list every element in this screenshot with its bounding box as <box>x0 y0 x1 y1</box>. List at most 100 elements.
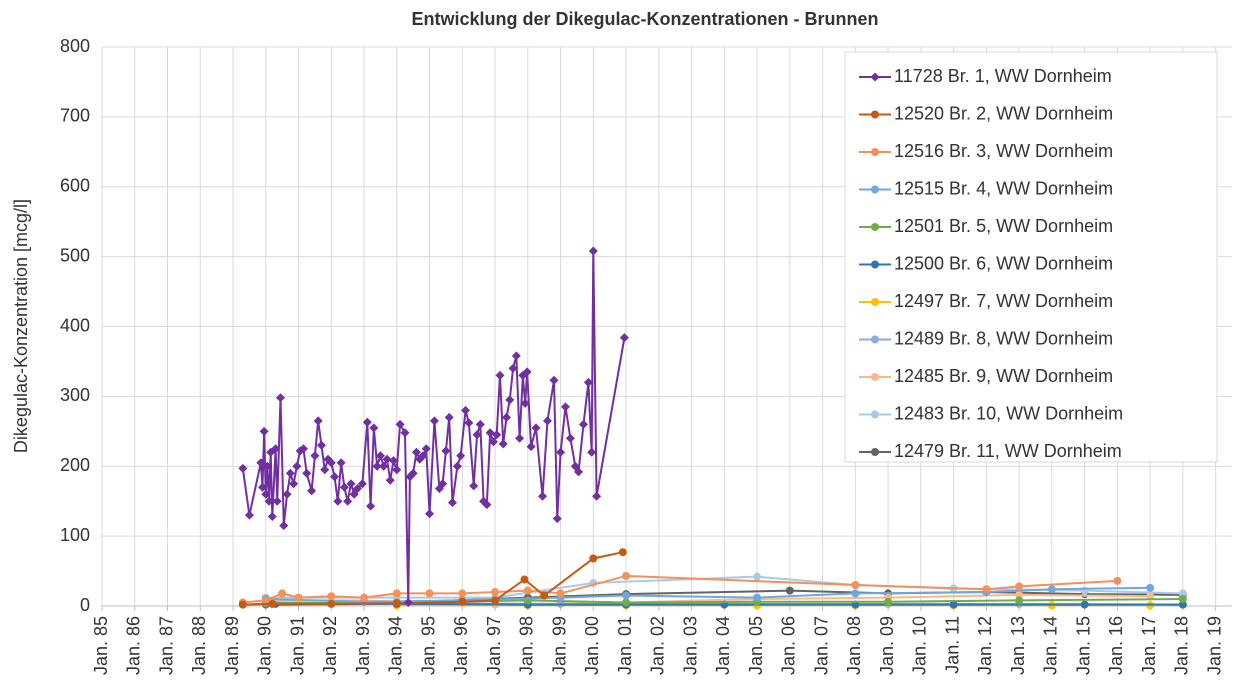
series <box>238 571 1122 607</box>
data-point <box>589 554 598 563</box>
data-point <box>1178 595 1187 604</box>
data-point <box>447 498 457 508</box>
data-point <box>492 430 502 440</box>
x-tick-label: Jan. 03 <box>680 616 700 675</box>
data-point <box>520 398 530 408</box>
data-point <box>458 589 467 598</box>
data-point <box>362 417 372 427</box>
x-tick-label: Jan. 10 <box>910 616 930 675</box>
legend-label: 12515 Br. 4, WW Dornheim <box>894 178 1113 198</box>
x-tick-label: Jan. 96 <box>451 616 471 675</box>
data-point <box>1015 596 1024 605</box>
x-tick-label: Jan. 11 <box>942 616 962 674</box>
legend-marker <box>871 185 879 194</box>
x-tick-label: Jan. 88 <box>189 616 209 675</box>
data-point <box>292 461 302 471</box>
data-point <box>271 444 281 454</box>
data-point <box>464 418 474 428</box>
legend-marker <box>870 72 880 82</box>
legend-marker <box>871 260 879 269</box>
legend-label: 12500 Br. 6, WW Dornheim <box>894 253 1113 273</box>
series-line <box>242 551 623 606</box>
data-point <box>469 481 479 491</box>
data-point <box>438 479 448 489</box>
x-tick-label: Jan. 92 <box>320 616 340 675</box>
data-point <box>259 426 269 436</box>
data-point <box>851 581 860 590</box>
data-point <box>316 440 326 450</box>
data-point <box>339 482 349 492</box>
data-point <box>389 456 399 466</box>
data-point <box>482 500 492 510</box>
x-tick-label: Jan. 08 <box>844 616 864 675</box>
data-point <box>346 479 356 489</box>
data-point <box>522 367 532 377</box>
x-tick-label: Jan. 09 <box>877 616 897 675</box>
data-point <box>458 597 467 606</box>
data-point <box>511 351 521 361</box>
data-point <box>262 461 272 471</box>
data-point <box>382 454 392 464</box>
data-point <box>408 468 418 478</box>
data-point <box>289 479 299 489</box>
data-point <box>244 510 254 520</box>
data-point <box>418 451 428 461</box>
data-point <box>1113 576 1122 585</box>
data-point <box>279 521 289 531</box>
data-point <box>425 509 435 519</box>
x-tick-label: Jan. 85 <box>91 616 111 675</box>
legend-label: 11728 Br. 1, WW Dornheim <box>894 66 1112 86</box>
data-point <box>574 467 584 477</box>
data-point <box>622 598 631 607</box>
data-point <box>343 496 353 506</box>
y-axis-label: Dikegulac-Konzentration [mcg/l] <box>11 199 31 453</box>
data-point <box>425 589 434 598</box>
data-point <box>261 489 271 499</box>
data-point <box>472 430 482 440</box>
data-point <box>619 333 629 343</box>
legend: 11728 Br. 1, WW Dornheim 12520 Br. 2, WW … <box>844 51 1218 463</box>
data-point <box>475 419 485 429</box>
data-point <box>267 512 277 522</box>
legend-marker <box>871 148 879 156</box>
data-point <box>1146 583 1155 592</box>
legend-marker <box>871 110 879 119</box>
data-point <box>392 589 401 598</box>
data-point <box>552 514 562 524</box>
data-point <box>1015 590 1024 599</box>
data-point <box>531 423 541 433</box>
legend-marker <box>871 335 879 344</box>
legend-label: 12497 Br. 7, WW Dornheim <box>894 291 1113 311</box>
y-tick-label: 600 <box>60 176 90 196</box>
data-point <box>278 589 287 598</box>
x-tick-label: Jan. 15 <box>1073 616 1093 675</box>
data-point <box>395 419 405 429</box>
y-tick-label: 800 <box>60 36 90 56</box>
data-point <box>949 600 958 609</box>
data-point <box>622 591 631 600</box>
data-point <box>556 589 565 598</box>
data-point <box>264 496 274 506</box>
data-point <box>456 451 466 461</box>
y-tick-label: 200 <box>60 455 90 475</box>
data-point <box>542 416 552 426</box>
data-point <box>618 548 627 557</box>
data-point <box>565 433 575 443</box>
y-tick-label: 100 <box>60 525 90 545</box>
data-point <box>884 597 893 606</box>
data-point <box>583 377 593 387</box>
y-tick-label: 500 <box>60 245 90 265</box>
data-point <box>320 465 330 475</box>
data-point <box>375 451 385 461</box>
data-point <box>560 402 570 412</box>
data-point <box>491 588 500 597</box>
x-tick-label: Jan. 13 <box>1008 616 1028 675</box>
data-point <box>753 593 762 602</box>
data-point <box>392 599 401 608</box>
x-tick-label: Jan. 02 <box>648 616 668 675</box>
data-point <box>257 482 267 492</box>
data-point <box>352 484 362 494</box>
x-tick-label: Jan. 94 <box>386 616 406 675</box>
data-point <box>622 571 631 580</box>
legend-label: 12501 Br. 5, WW Dornheim <box>894 216 1113 236</box>
